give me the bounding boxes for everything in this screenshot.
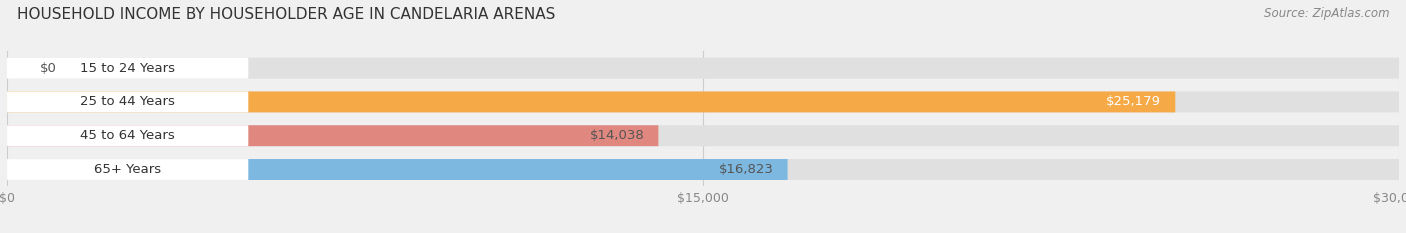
Text: 25 to 44 Years: 25 to 44 Years <box>80 96 176 108</box>
Text: 45 to 64 Years: 45 to 64 Years <box>80 129 174 142</box>
FancyBboxPatch shape <box>7 92 1399 112</box>
Text: 65+ Years: 65+ Years <box>94 163 162 176</box>
FancyBboxPatch shape <box>7 92 1175 112</box>
FancyBboxPatch shape <box>7 125 1399 146</box>
Text: $25,179: $25,179 <box>1107 96 1161 108</box>
Text: Source: ZipAtlas.com: Source: ZipAtlas.com <box>1264 7 1389 20</box>
FancyBboxPatch shape <box>7 159 249 180</box>
FancyBboxPatch shape <box>7 125 249 146</box>
FancyBboxPatch shape <box>7 58 249 79</box>
Text: HOUSEHOLD INCOME BY HOUSEHOLDER AGE IN CANDELARIA ARENAS: HOUSEHOLD INCOME BY HOUSEHOLDER AGE IN C… <box>17 7 555 22</box>
FancyBboxPatch shape <box>7 159 1399 180</box>
FancyBboxPatch shape <box>7 125 658 146</box>
Text: $16,823: $16,823 <box>718 163 773 176</box>
FancyBboxPatch shape <box>7 159 787 180</box>
Text: $0: $0 <box>39 62 56 75</box>
FancyBboxPatch shape <box>7 92 249 112</box>
Text: $14,038: $14,038 <box>589 129 644 142</box>
Text: 15 to 24 Years: 15 to 24 Years <box>80 62 176 75</box>
FancyBboxPatch shape <box>7 58 1399 79</box>
